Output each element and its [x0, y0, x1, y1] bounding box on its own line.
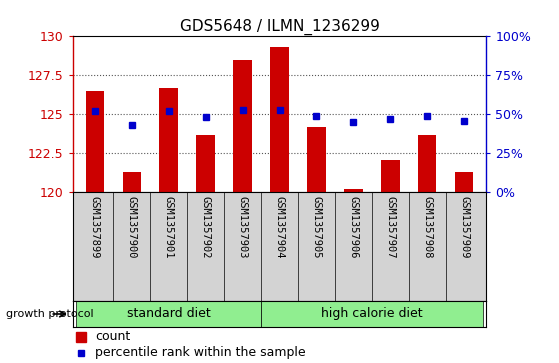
Bar	[418, 135, 437, 192]
Text: count: count	[96, 330, 131, 343]
Text: GSM1357909: GSM1357909	[459, 196, 469, 258]
Text: GSM1357899: GSM1357899	[90, 196, 100, 258]
Text: GSM1357907: GSM1357907	[385, 196, 395, 258]
Text: growth protocol: growth protocol	[6, 309, 93, 319]
Text: GSM1357908: GSM1357908	[422, 196, 432, 258]
Bar	[344, 189, 363, 192]
Bar	[381, 160, 400, 192]
Text: high calorie diet: high calorie diet	[321, 307, 423, 321]
Bar	[122, 172, 141, 192]
Text: GSM1357903: GSM1357903	[238, 196, 248, 258]
Bar	[196, 135, 215, 192]
Bar	[159, 88, 178, 192]
Text: GSM1357904: GSM1357904	[274, 196, 285, 258]
Text: GSM1357906: GSM1357906	[348, 196, 358, 258]
Bar	[261, 301, 482, 327]
Text: GSM1357902: GSM1357902	[201, 196, 211, 258]
Bar	[307, 127, 326, 192]
Bar	[233, 60, 252, 192]
Text: GSM1357905: GSM1357905	[311, 196, 321, 258]
Bar	[86, 91, 104, 192]
Text: percentile rank within the sample: percentile rank within the sample	[96, 346, 306, 359]
Text: standard diet: standard diet	[127, 307, 211, 321]
Text: GSM1357900: GSM1357900	[127, 196, 137, 258]
Bar	[270, 47, 289, 192]
Bar	[455, 172, 473, 192]
Title: GDS5648 / ILMN_1236299: GDS5648 / ILMN_1236299	[179, 19, 380, 35]
Text: GSM1357901: GSM1357901	[164, 196, 174, 258]
Bar	[77, 301, 261, 327]
